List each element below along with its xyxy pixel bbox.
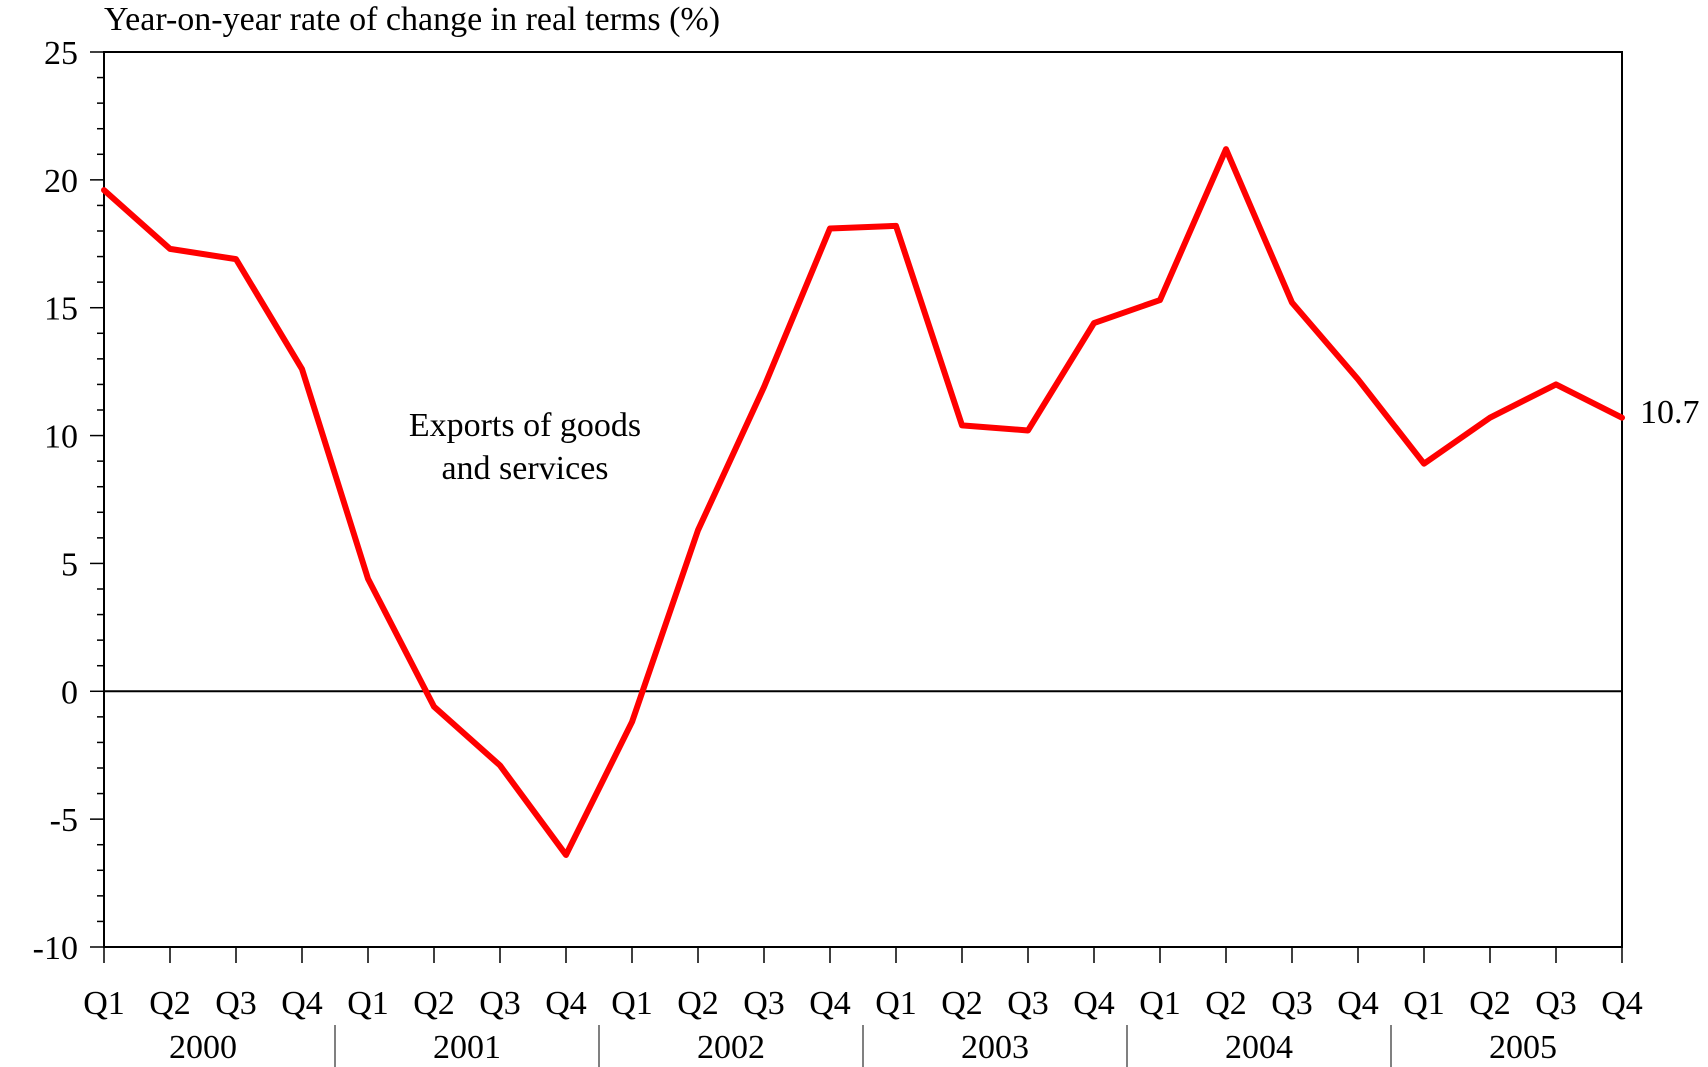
data-point (893, 223, 899, 229)
data-point (629, 719, 635, 725)
x-tick-label-quarter: Q2 (941, 985, 983, 1022)
data-point (563, 852, 569, 858)
y-tick-label: 10 (44, 419, 78, 456)
x-axis-ticks: Q1 Q2 Q3 Q4 Q1 Q2 Q3 Q4 Q1 Q2 Q3 Q4 Q1 Q2 Q3 Q4 Q1 Q2 Q3 Q4… (83, 947, 1643, 1067)
data-point (497, 762, 503, 768)
series-annotation-line1: Exports of goods (409, 407, 641, 444)
y-tick-label: 25 (44, 35, 78, 72)
data-point (233, 256, 239, 262)
x-tick-label-quarter: Q3 (215, 985, 257, 1022)
data-point (761, 384, 767, 390)
data-point (1487, 415, 1493, 421)
x-tick-label-year: 2001 (433, 1029, 501, 1066)
data-point (1355, 376, 1361, 382)
data-point (299, 366, 305, 372)
data-point (959, 422, 965, 428)
data-point (1223, 146, 1229, 152)
data-point (365, 576, 371, 582)
data-point (1421, 461, 1427, 467)
plot-frame (103, 51, 1623, 948)
x-tick-label-quarter: Q4 (545, 985, 587, 1022)
x-tick-label-year: 2003 (961, 1029, 1029, 1066)
data-point (827, 225, 833, 231)
y-tick-label: -10 (33, 930, 78, 967)
x-tick-label-quarter: Q3 (1271, 985, 1313, 1022)
x-tick-label-quarter: Q1 (347, 985, 389, 1022)
x-tick-label-quarter: Q1 (1139, 985, 1181, 1022)
x-tick-label-quarter: Q3 (1007, 985, 1049, 1022)
data-point (167, 246, 173, 252)
x-tick-label-quarter: Q4 (1337, 985, 1379, 1022)
data-point (431, 704, 437, 710)
x-tick-label-quarter: Q2 (149, 985, 191, 1022)
x-tick-label-quarter: Q3 (743, 985, 785, 1022)
data-point (1619, 415, 1625, 421)
x-tick-label-quarter: Q4 (809, 985, 851, 1022)
data-point (1157, 297, 1163, 303)
y-tick-label: 5 (61, 546, 78, 583)
x-tick-label-quarter: Q2 (413, 985, 455, 1022)
x-tick-label-quarter: Q4 (1601, 985, 1643, 1022)
data-point (695, 527, 701, 533)
x-tick-label-quarter: Q2 (1205, 985, 1247, 1022)
x-tick-label-quarter: Q1 (875, 985, 917, 1022)
x-tick-label-year: 2005 (1489, 1029, 1557, 1066)
data-point (1025, 427, 1031, 433)
series-layer (101, 146, 1625, 858)
series-annotation-line2: and services (441, 450, 608, 487)
data-point (1289, 300, 1295, 306)
x-tick-label-year: 2000 (169, 1029, 237, 1066)
y-axis-label: Year-on-year rate of change in real term… (104, 1, 720, 38)
data-point (101, 187, 107, 193)
x-tick-label-quarter: Q2 (677, 985, 719, 1022)
x-tick-label-quarter: Q1 (83, 985, 125, 1022)
series-line-exports (101, 146, 1625, 858)
x-tick-label-quarter: Q1 (1403, 985, 1445, 1022)
y-tick-label: 15 (44, 291, 78, 328)
y-tick-label: 0 (61, 674, 78, 711)
x-tick-label-year: 2004 (1225, 1029, 1293, 1066)
data-point (1553, 381, 1559, 387)
x-tick-label-quarter: Q3 (1535, 985, 1577, 1022)
x-tick-label-quarter: Q4 (281, 985, 323, 1022)
y-tick-label: 20 (44, 163, 78, 200)
y-axis-ticks: 25 20 15 10 5 0 -5 -10 (33, 35, 104, 967)
x-tick-label-quarter: Q4 (1073, 985, 1115, 1022)
y-tick-label: -5 (50, 802, 78, 839)
x-tick-label-quarter: Q2 (1469, 985, 1511, 1022)
data-point (1091, 320, 1097, 326)
end-value-label: 10.7 (1640, 394, 1700, 431)
x-tick-label-year: 2002 (697, 1029, 765, 1066)
x-tick-label-quarter: Q3 (479, 985, 521, 1022)
x-tick-label-quarter: Q1 (611, 985, 653, 1022)
